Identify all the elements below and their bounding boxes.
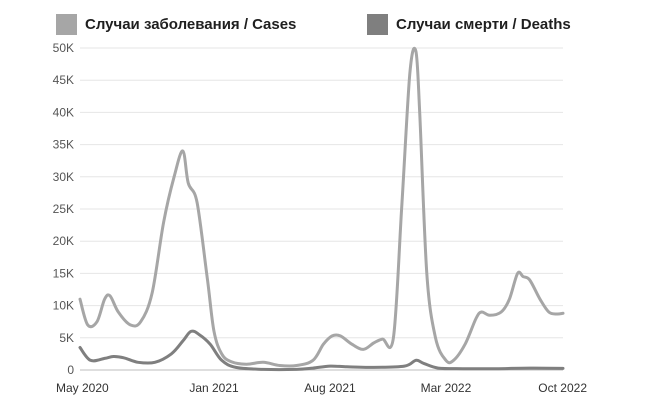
series-lines (78, 46, 565, 372)
x-tick-label: Aug 2021 (304, 381, 356, 395)
legend-label-deaths: Случаи смерти / Deaths (396, 16, 571, 33)
y-tick-label: 45K (53, 73, 74, 87)
legend-item-deaths: Случаи смерти / Deaths (367, 14, 571, 35)
y-tick-label: 20K (53, 234, 74, 248)
y-tick-label: 35K (53, 138, 74, 152)
x-tick-label: Oct 2022 (538, 381, 587, 395)
y-axis-ticks: 0 5K 10K 15K 20K 25K 30K 35K 40K 45K 50K (53, 41, 75, 377)
x-tick-label: Jan 2021 (189, 381, 239, 395)
y-tick-label: 40K (53, 105, 74, 119)
y-tick-label: 30K (53, 170, 74, 184)
grid-lines (80, 47, 563, 371)
legend-swatch-cases (56, 14, 77, 35)
y-tick-label: 5K (59, 331, 74, 345)
x-axis-ticks: May 2020 Jan 2021 Aug 2021 Mar 2022 Oct 2022 (56, 381, 587, 395)
y-tick-label: 50K (53, 41, 74, 55)
y-tick-label: 15K (53, 266, 74, 280)
x-tick-label: May 2020 (56, 381, 109, 395)
legend-swatch-deaths (367, 14, 388, 35)
y-tick-label: 10K (53, 299, 74, 313)
deaths-line (78, 329, 565, 372)
y-tick-label: 25K (53, 202, 74, 216)
y-tick-label: 0 (67, 363, 74, 377)
legend-item-cases: Случаи заболевания / Cases (56, 14, 296, 35)
cases-line (78, 46, 565, 368)
legend-label-cases: Случаи заболевания / Cases (85, 16, 297, 33)
x-tick-label: Mar 2022 (421, 381, 472, 395)
